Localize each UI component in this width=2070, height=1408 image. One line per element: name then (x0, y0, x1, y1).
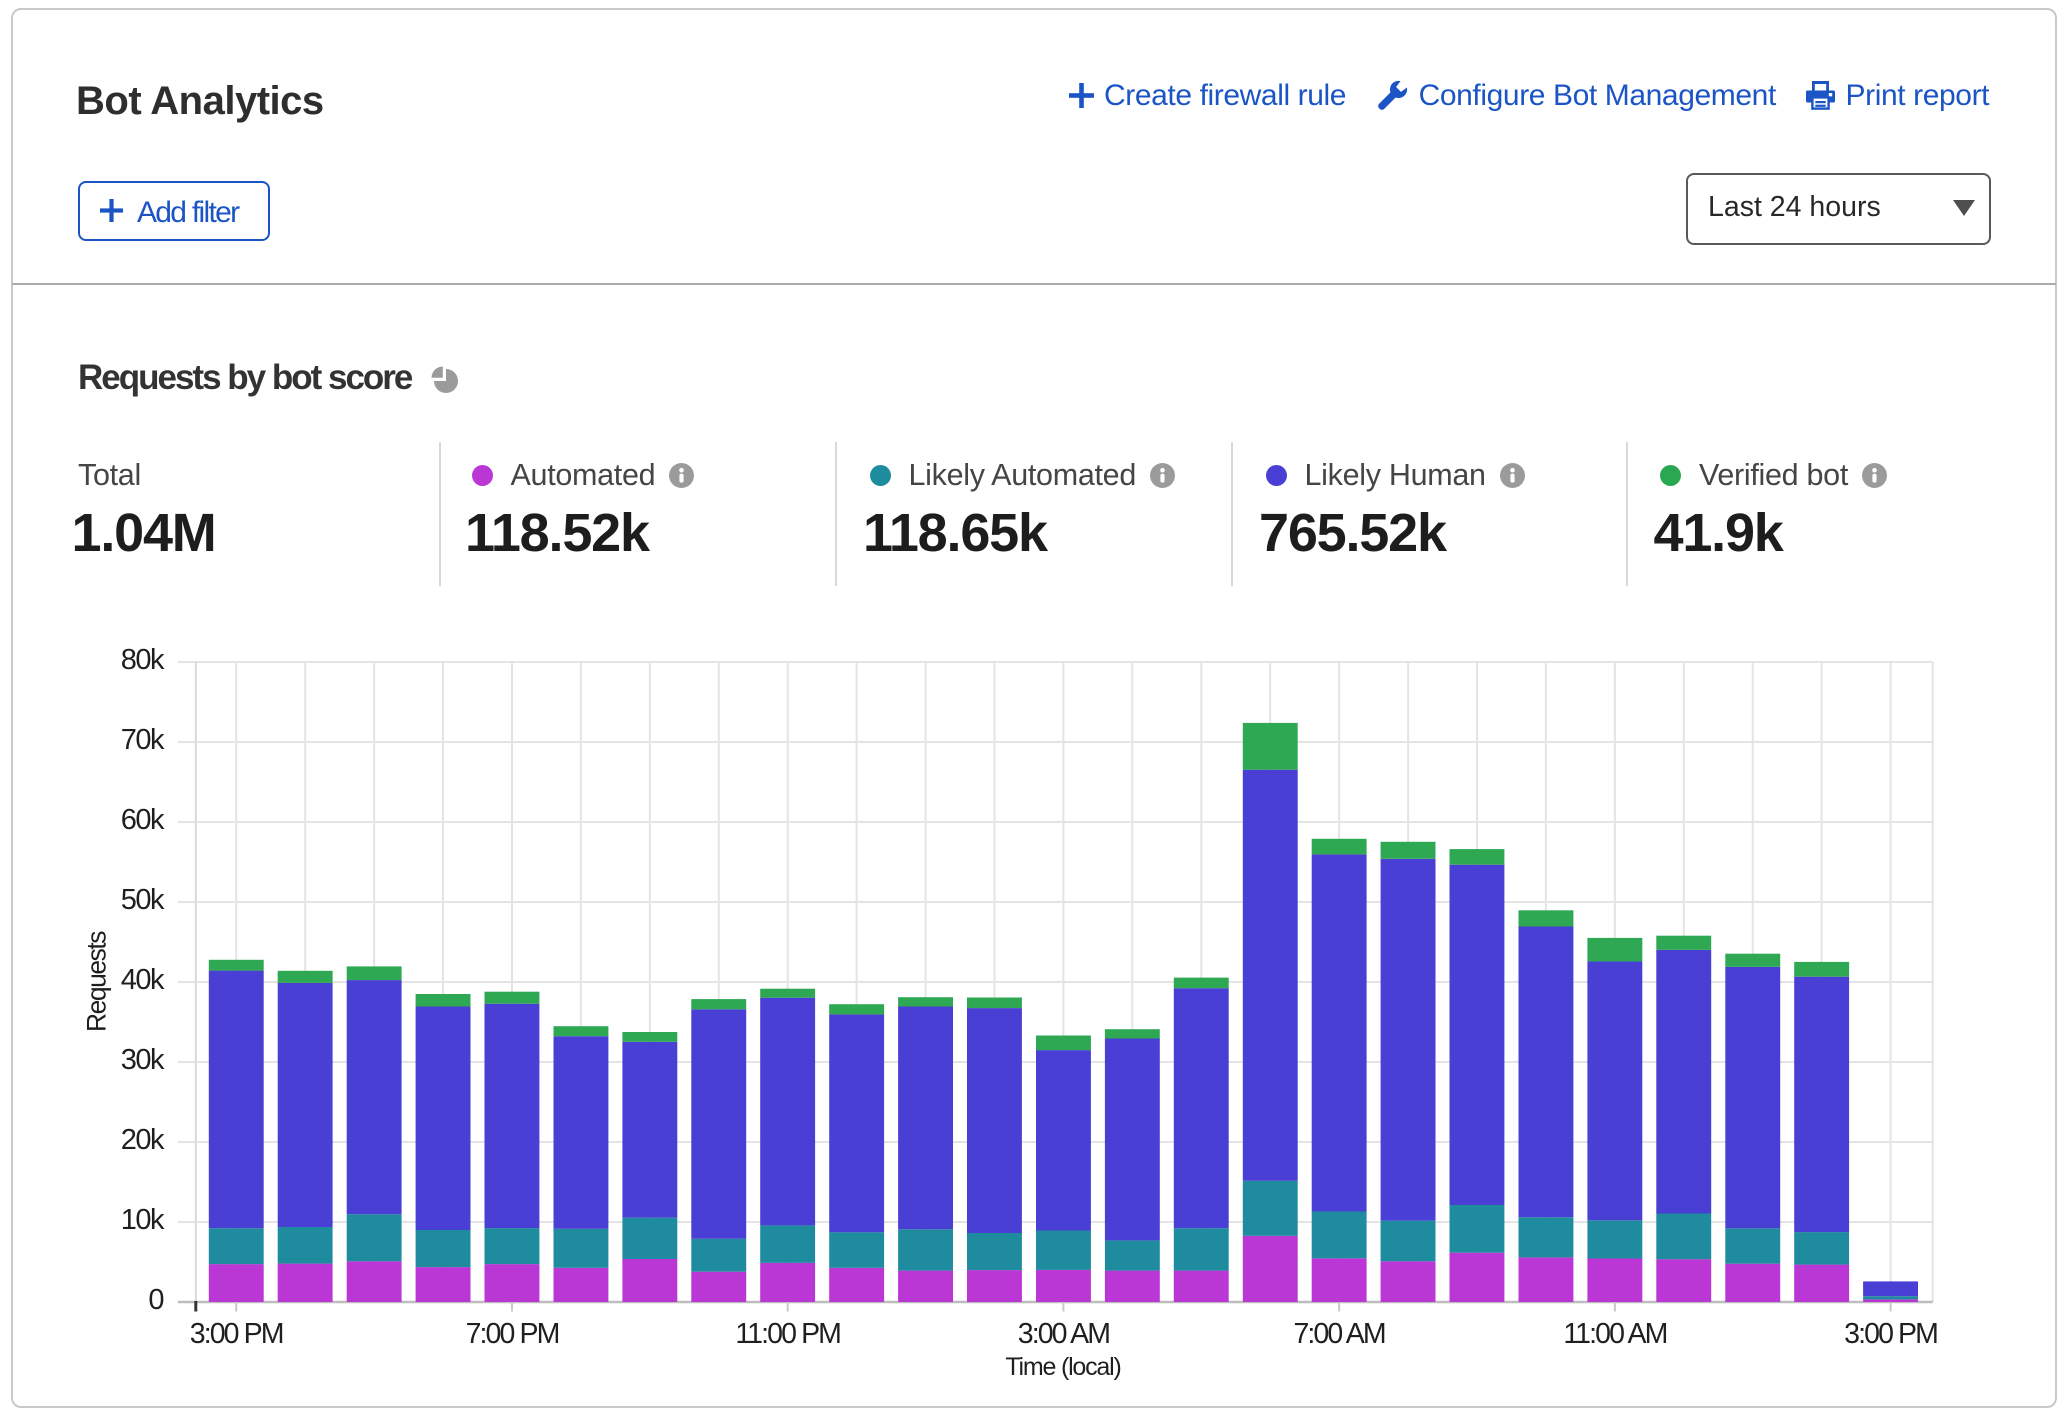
svg-text:20k: 20k (121, 1124, 165, 1156)
svg-text:70k: 70k (121, 724, 165, 756)
svg-text:Time (local): Time (local) (1005, 1353, 1120, 1381)
svg-text:11:00 AM: 11:00 AM (1563, 1318, 1666, 1350)
svg-text:3:00 PM: 3:00 PM (1844, 1318, 1937, 1350)
svg-text:3:00 PM: 3:00 PM (190, 1318, 283, 1350)
svg-text:7:00 AM: 7:00 AM (1293, 1318, 1384, 1350)
svg-text:7:00 PM: 7:00 PM (466, 1318, 559, 1350)
svg-text:11:00 PM: 11:00 PM (735, 1318, 840, 1350)
svg-text:50k: 50k (121, 884, 165, 916)
svg-text:Requests: Requests (81, 931, 111, 1032)
svg-text:80k: 80k (121, 644, 165, 676)
svg-text:30k: 30k (121, 1044, 165, 1076)
svg-text:10k: 10k (121, 1204, 165, 1236)
svg-text:3:00 AM: 3:00 AM (1018, 1318, 1109, 1350)
svg-text:60k: 60k (121, 804, 165, 836)
svg-text:40k: 40k (121, 964, 165, 996)
svg-text:0: 0 (148, 1284, 163, 1316)
